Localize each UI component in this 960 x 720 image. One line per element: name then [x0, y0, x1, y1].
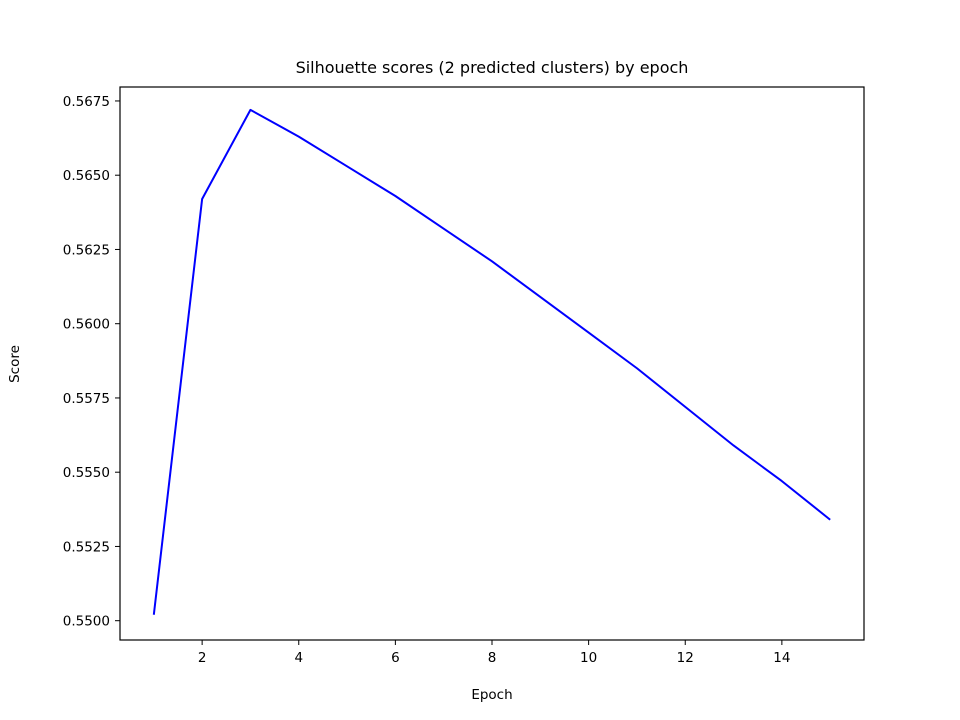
data-point [153, 614, 155, 616]
y-tick-label: 0.5500 [63, 614, 110, 630]
x-tick-label: 14 [773, 650, 790, 666]
x-tick-label: 6 [391, 650, 400, 666]
y-tick-label: 0.5575 [63, 391, 110, 407]
data-point [249, 109, 251, 111]
y-tick-label: 0.5650 [63, 168, 110, 184]
x-axis-label: Epoch [471, 687, 512, 703]
data-point [588, 332, 590, 334]
data-point [781, 480, 783, 482]
y-tick-label: 0.5600 [63, 317, 110, 333]
y-tick-label: 0.5550 [63, 465, 110, 481]
y-tick-label: 0.5525 [63, 539, 110, 555]
x-tick-label: 8 [488, 650, 497, 666]
x-tick-label: 12 [677, 650, 694, 666]
data-point [733, 444, 735, 446]
data-point [394, 195, 396, 197]
plot-area [152, 108, 831, 616]
series-line [152, 108, 831, 615]
data-point [539, 296, 541, 298]
x-tick-label: 2 [198, 650, 207, 666]
x-axis: 2 4 6 8 10 12 14 [198, 640, 790, 666]
y-tick-label: 0.5675 [63, 94, 110, 110]
data-point [491, 260, 493, 262]
data-point [298, 136, 300, 138]
x-tick-label: 4 [294, 650, 303, 666]
y-axis-label: Score [7, 345, 23, 383]
chart-title: Silhouette scores (2 predicted clusters)… [296, 58, 689, 77]
data-point [201, 198, 203, 200]
y-axis: 0.5500 0.5525 0.5550 0.5575 0.5600 0.5625 0.56… [63, 94, 120, 630]
axes-frame [119, 86, 865, 641]
x-tick-label: 10 [580, 650, 597, 666]
data-point [346, 165, 348, 167]
data-point [829, 519, 831, 521]
data-point [684, 406, 686, 408]
data-point [443, 228, 445, 230]
y-tick-label: 0.5625 [63, 242, 110, 258]
data-point [636, 367, 638, 369]
